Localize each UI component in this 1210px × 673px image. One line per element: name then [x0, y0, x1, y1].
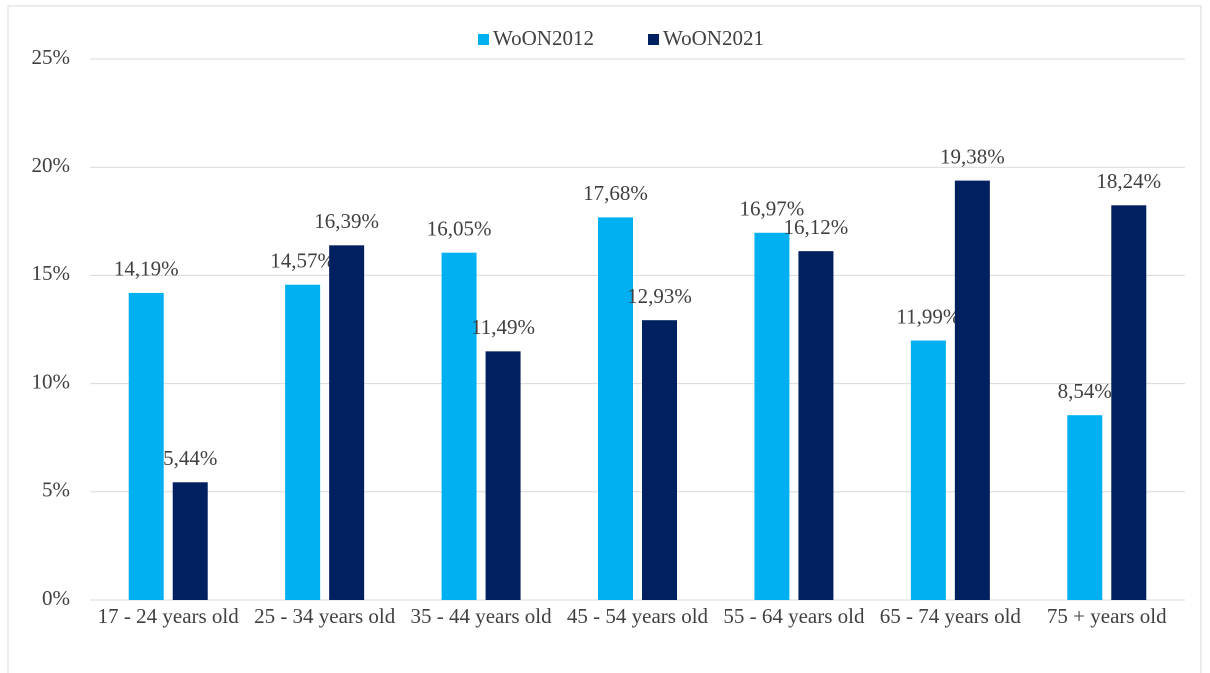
x-tick-label: 25 - 34 years old — [254, 604, 396, 628]
value-label: 17,68% — [583, 181, 648, 205]
y-tick-label: 0% — [42, 586, 70, 610]
bar — [1067, 415, 1103, 600]
y-tick-label: 20% — [32, 153, 71, 177]
value-label: 14,57% — [270, 249, 335, 273]
y-tick-label: 15% — [32, 261, 71, 285]
bar — [128, 292, 164, 600]
value-label: 16,39% — [314, 209, 379, 233]
bar — [285, 284, 321, 600]
value-label: 16,97% — [740, 197, 805, 221]
value-label: 19,38% — [940, 144, 1005, 168]
value-label: 11,49% — [471, 315, 535, 339]
x-tick-label: 35 - 44 years old — [410, 604, 552, 628]
y-tick-label: 10% — [32, 369, 71, 393]
bar — [441, 252, 477, 601]
bar — [329, 245, 365, 600]
bar — [754, 232, 790, 600]
legend-swatch — [478, 34, 489, 45]
value-label: 18,24% — [1096, 169, 1161, 193]
y-tick-label: 25% — [32, 45, 71, 69]
bar — [485, 351, 521, 600]
legend-label: WoON2012 — [493, 26, 594, 50]
value-label: 14,19% — [114, 257, 179, 281]
x-tick-label: 17 - 24 years old — [97, 604, 239, 628]
bar — [798, 251, 834, 600]
value-label: 11,99% — [896, 304, 960, 328]
legend-swatch — [648, 34, 659, 45]
x-tick-label: 65 - 74 years old — [879, 604, 1021, 628]
x-tick-label: 55 - 64 years old — [723, 604, 865, 628]
bar — [642, 320, 677, 600]
bar — [1111, 205, 1147, 600]
y-tick-label: 5% — [42, 478, 70, 502]
x-tick-label: 45 - 54 years old — [566, 604, 709, 628]
bar — [910, 340, 946, 600]
bar — [598, 217, 633, 601]
legend-label: WoON2021 — [663, 26, 764, 50]
chart-border — [7, 5, 1202, 673]
value-label: 5,44% — [163, 446, 217, 470]
bar — [172, 482, 208, 600]
value-label: 16,05% — [427, 216, 492, 240]
x-tick-label: 75 + years old — [1046, 604, 1167, 628]
bar — [954, 180, 990, 600]
value-label: 8,54% — [1058, 379, 1112, 403]
value-label: 16,12% — [784, 215, 849, 239]
value-label: 12,93% — [627, 284, 692, 308]
